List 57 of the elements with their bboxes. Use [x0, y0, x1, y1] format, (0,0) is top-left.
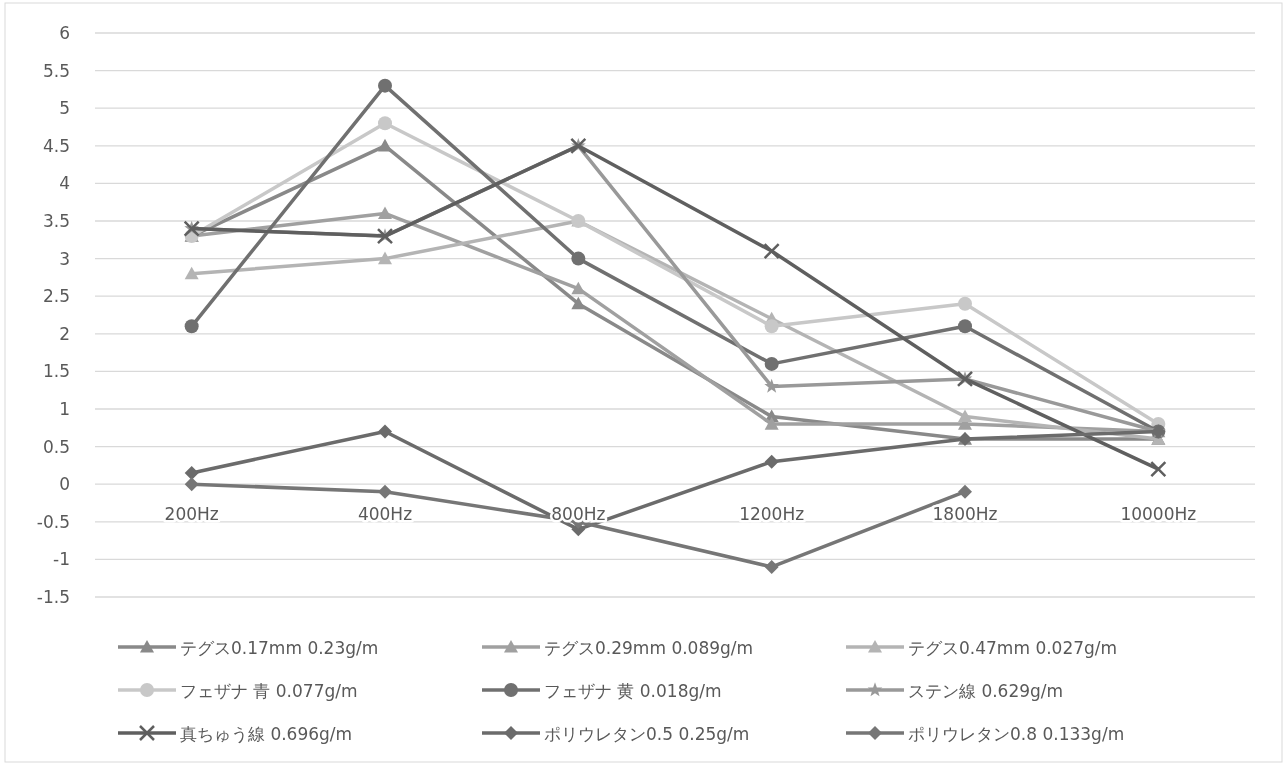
point [764, 559, 779, 574]
x-tick-label: 1800Hz [932, 504, 998, 525]
legend-label: 真ちゅう線 0.696g/m [180, 724, 353, 744]
y-tick-label: 3 [59, 248, 70, 269]
point [763, 242, 780, 260]
legend-label: ポリウレタン0.5 0.25g/m [544, 724, 750, 744]
y-tick-label: -1.5 [36, 587, 70, 607]
point [184, 477, 199, 492]
y-tick-label: 2 [59, 323, 70, 344]
legend-label: フェザナ 青 0.077g/m [180, 681, 358, 701]
point [184, 465, 199, 480]
x-tick-label: 800Hz [551, 504, 606, 525]
y-tick-label: 1 [59, 399, 70, 419]
point [378, 251, 392, 265]
point [184, 266, 199, 280]
legend-label: テグス0.29mm 0.089g/m [544, 638, 754, 658]
point [958, 409, 972, 423]
x-tick-label: 10000Hz [1120, 504, 1197, 525]
y-tick-label: 4 [59, 173, 70, 194]
point [184, 319, 199, 334]
legend-label: ステン線 0.629g/m [908, 681, 1064, 701]
y-tick-label: 5.5 [42, 60, 70, 81]
point [764, 454, 779, 469]
point [958, 296, 972, 311]
point [378, 424, 392, 439]
legend-label: フェザナ 黄 0.018g/m [544, 681, 722, 701]
point [378, 78, 392, 93]
legend-label: ポリウレタン0.8 0.133g/m [908, 724, 1125, 744]
y-tick-label: 0 [59, 474, 70, 495]
point [958, 319, 972, 334]
y-tick-label: 0.5 [42, 436, 70, 457]
point [764, 417, 779, 430]
y-tick-label: 4.5 [42, 135, 70, 156]
point [764, 378, 779, 393]
point [378, 484, 392, 499]
point [378, 116, 392, 131]
y-tick-label: 5 [59, 98, 70, 119]
point [571, 296, 586, 310]
legend-label: テグス0.17mm 0.23g/m [180, 638, 379, 658]
y-tick-label: -1 [53, 549, 70, 570]
point [764, 356, 779, 371]
point [571, 281, 586, 295]
legend-label: テグス0.47mm 0.027g/m [908, 638, 1118, 658]
x-tick-label: 1200Hz [739, 504, 805, 525]
point [571, 251, 586, 266]
point [378, 206, 392, 220]
y-tick-label: 6 [59, 23, 70, 43]
point [764, 319, 779, 334]
point [378, 138, 392, 152]
x-tick-label: 400Hz [357, 504, 413, 525]
y-tick-label: 3.5 [42, 211, 70, 231]
point [958, 484, 972, 499]
y-tick-label: -0.5 [36, 511, 70, 532]
y-tick-label: 1.5 [42, 361, 70, 382]
y-tick-label: 2.5 [42, 286, 70, 307]
x-tick-label: 200Hz [164, 504, 219, 525]
point [1150, 460, 1167, 478]
